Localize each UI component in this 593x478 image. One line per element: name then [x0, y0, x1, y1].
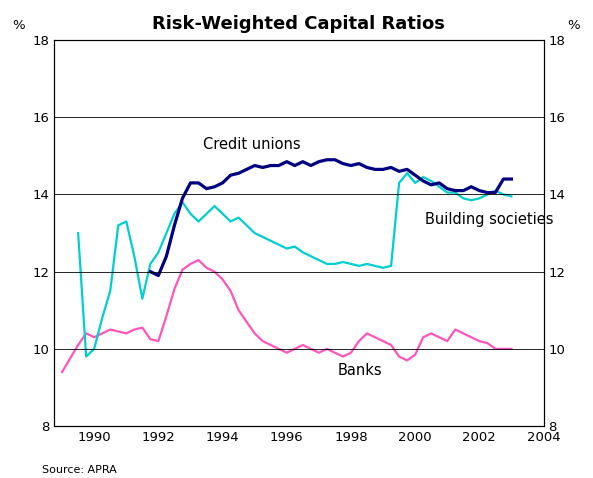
Text: Credit unions: Credit unions [203, 137, 301, 152]
Text: Source: APRA: Source: APRA [42, 465, 116, 475]
Title: Risk-Weighted Capital Ratios: Risk-Weighted Capital Ratios [152, 15, 445, 33]
Text: Building societies: Building societies [425, 212, 553, 227]
Text: %: % [568, 20, 580, 33]
Text: %: % [12, 20, 25, 33]
Text: Banks: Banks [338, 363, 382, 378]
